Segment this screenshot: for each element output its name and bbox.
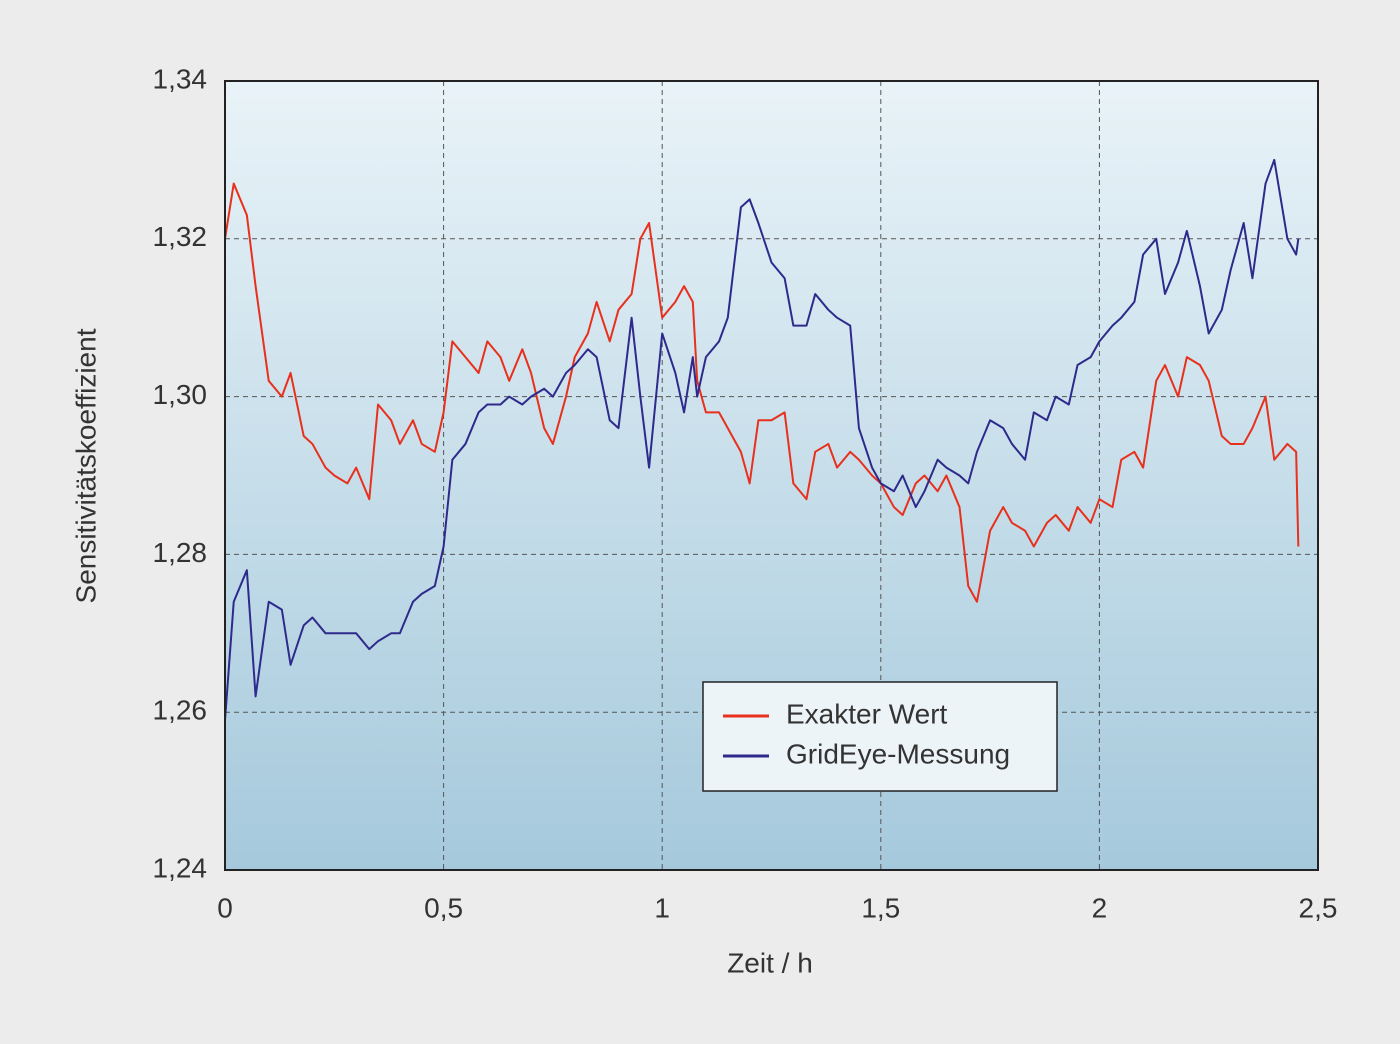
series-line (224, 158, 1300, 721)
x-tick-label: 0,5 (424, 892, 463, 923)
x-tick-label: 1 (654, 892, 670, 923)
y-tick-label: 1,26 (153, 695, 208, 726)
x-axis-label: Zeit / h (727, 947, 813, 978)
y-axis-label: Sensitivitätskoeffizient (70, 328, 101, 603)
legend-box (702, 681, 1058, 792)
x-tick-label: 1,5 (861, 892, 900, 923)
x-tick-label: 0 (217, 892, 233, 923)
y-tick-label: 1,28 (153, 537, 208, 568)
legend-label: Exakter Wert (786, 698, 948, 729)
series-line (224, 182, 1300, 603)
y-tick-label: 1,32 (153, 221, 208, 252)
y-tick-label: 1,34 (153, 63, 208, 94)
lines (224, 158, 1300, 721)
legend-label: GridEye-Messung (786, 738, 1010, 769)
y-tick-label: 1,24 (153, 852, 208, 883)
y-tick-label: 1,30 (153, 379, 208, 410)
plot-frame (224, 80, 1319, 871)
x-tick-label: 2 (1092, 892, 1108, 923)
legend: Exakter Wert GridEye-Messung (702, 681, 1058, 792)
x-tick-label: 2,5 (1299, 892, 1338, 923)
